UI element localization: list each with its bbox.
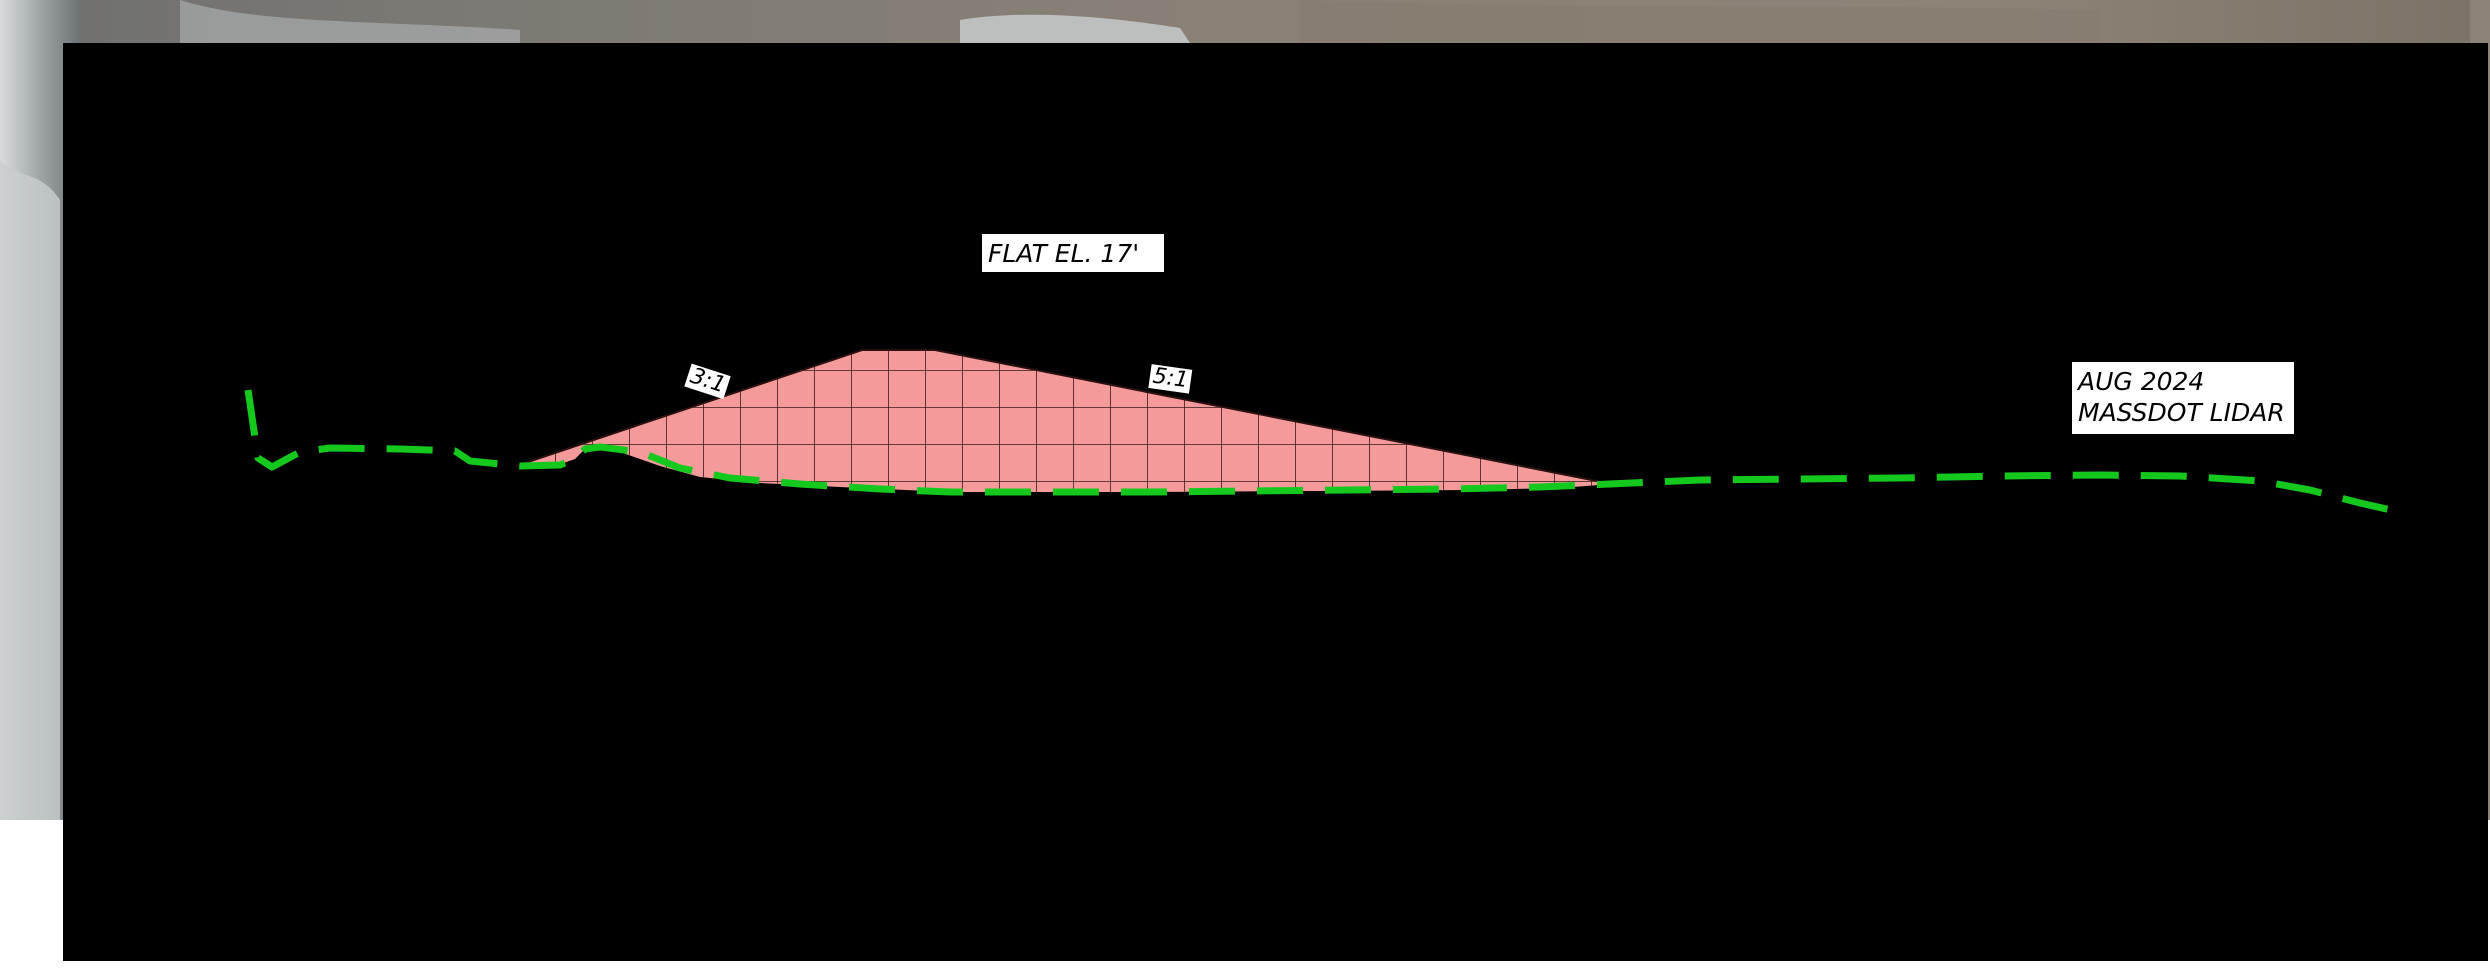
drawing-panel bbox=[63, 43, 2488, 961]
berm-outline bbox=[515, 349, 1613, 485]
flat-elevation-text: FLAT EL. 17' bbox=[988, 239, 1140, 268]
berm-grid-hatch bbox=[516, 350, 1612, 492]
right-slope-text: 5:1 bbox=[1151, 363, 1190, 394]
existing-ground-line bbox=[244, 389, 2401, 516]
survey-date-text: AUG 2024 bbox=[2078, 367, 2205, 396]
survey-source-label: AUG 2024 MASSDOT LIDAR bbox=[2072, 362, 2294, 434]
survey-source-text: MASSDOT LIDAR bbox=[2078, 398, 2285, 427]
flat-elevation-label: FLAT EL. 17' bbox=[982, 234, 1164, 272]
